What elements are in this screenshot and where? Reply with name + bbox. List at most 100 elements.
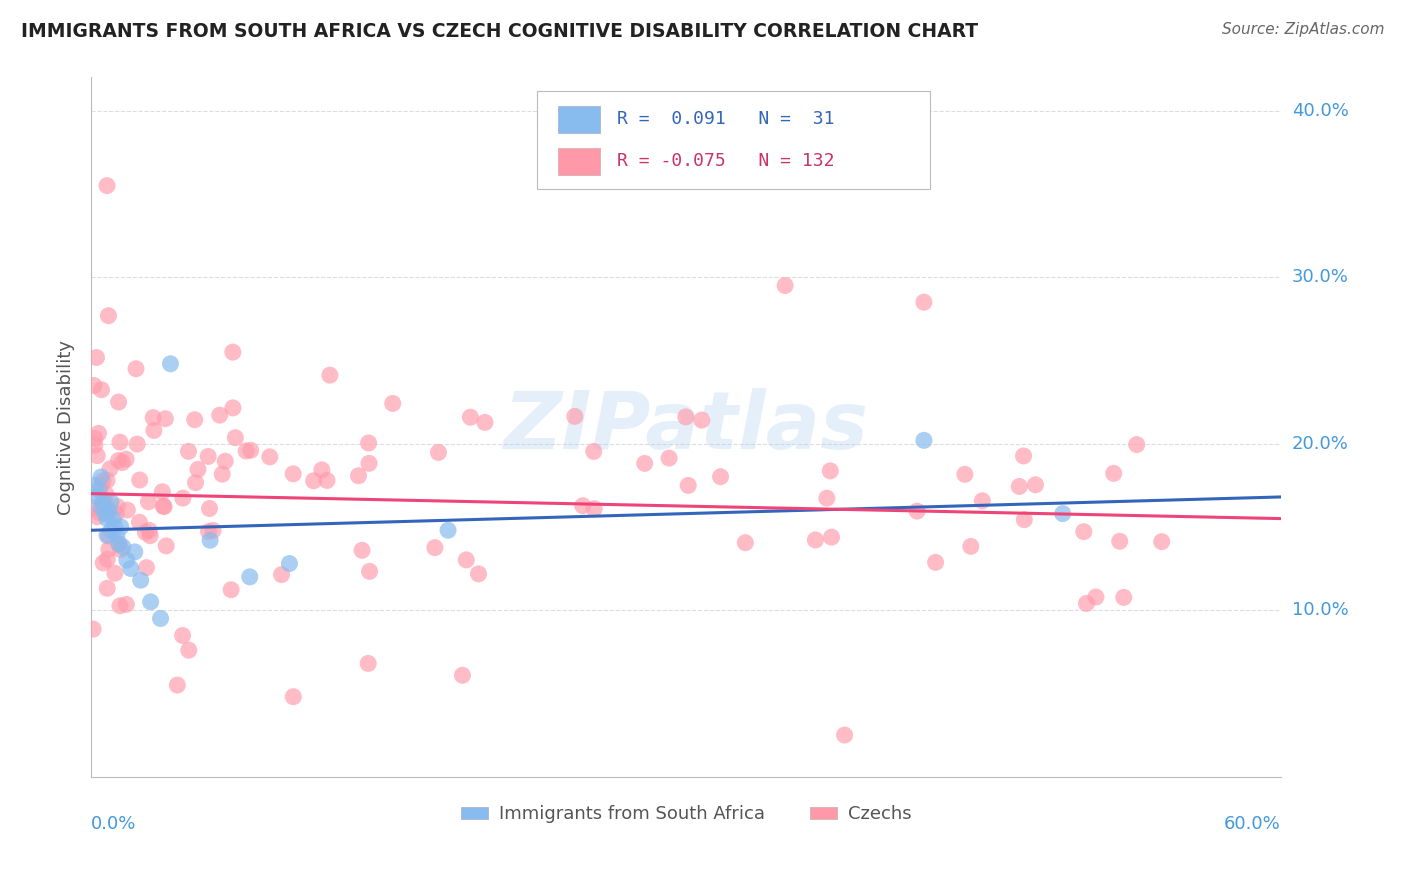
Point — [311, 463, 333, 477]
Point — [96, 582, 118, 596]
Point — [108, 599, 131, 613]
Point — [460, 410, 482, 425]
Point — [149, 611, 172, 625]
Point — [177, 643, 200, 657]
Point — [124, 545, 146, 559]
Point — [108, 536, 131, 550]
Point — [128, 473, 150, 487]
Point — [94, 487, 117, 501]
Point — [359, 565, 381, 579]
Text: IMMIGRANTS FROM SOUTH AFRICA VS CZECH COGNITIVE DISABILITY CORRELATION CHART: IMMIGRANTS FROM SOUTH AFRICA VS CZECH CO… — [21, 22, 979, 41]
Point — [1052, 507, 1074, 521]
Point — [84, 478, 107, 492]
Point — [198, 501, 221, 516]
Point — [150, 484, 173, 499]
Point — [804, 533, 827, 547]
Point — [1112, 591, 1135, 605]
Point — [187, 462, 209, 476]
Point — [905, 504, 928, 518]
Point — [319, 368, 342, 383]
Text: 40.0%: 40.0% — [1292, 102, 1348, 120]
Point — [98, 462, 121, 476]
Point — [82, 500, 104, 515]
Point — [183, 413, 205, 427]
Point — [222, 345, 245, 359]
Point — [357, 657, 380, 671]
Point — [139, 529, 162, 543]
Point — [675, 409, 697, 424]
Point — [86, 351, 108, 365]
Text: R =  0.091   N =  31: R = 0.091 N = 31 — [617, 111, 835, 128]
Point — [347, 468, 370, 483]
Point — [202, 524, 225, 538]
Point — [97, 542, 120, 557]
Point — [302, 474, 325, 488]
Point — [972, 493, 994, 508]
Point — [357, 456, 380, 470]
Point — [283, 690, 305, 704]
Point — [222, 401, 245, 415]
Point — [1073, 524, 1095, 539]
Point — [1102, 467, 1125, 481]
Point — [107, 395, 129, 409]
Point — [456, 553, 478, 567]
Point — [197, 524, 219, 539]
Point — [87, 426, 110, 441]
Point — [138, 524, 160, 538]
Point — [108, 435, 131, 450]
Point — [86, 449, 108, 463]
Point — [357, 436, 380, 450]
Point — [564, 409, 586, 424]
Point — [198, 533, 221, 548]
Text: R = -0.075   N = 132: R = -0.075 N = 132 — [617, 153, 835, 170]
Point — [96, 474, 118, 488]
Point — [82, 622, 104, 636]
Point — [83, 438, 105, 452]
Point — [108, 537, 131, 551]
Point — [316, 474, 339, 488]
Point — [451, 668, 474, 682]
Point — [259, 450, 281, 464]
Point — [208, 408, 231, 422]
Point — [90, 383, 112, 397]
Point — [820, 530, 842, 544]
Point — [135, 560, 157, 574]
Point — [214, 454, 236, 468]
Point — [423, 541, 446, 555]
Point — [97, 309, 120, 323]
Y-axis label: Cognitive Disability: Cognitive Disability — [58, 340, 75, 515]
Point — [98, 503, 121, 517]
Point — [138, 495, 160, 509]
Point — [690, 413, 713, 427]
Point — [97, 529, 120, 543]
Point — [155, 539, 177, 553]
Point — [1012, 449, 1035, 463]
Point — [184, 475, 207, 490]
Point — [709, 469, 731, 483]
Point — [152, 499, 174, 513]
Point — [1076, 597, 1098, 611]
Text: Source: ZipAtlas.com: Source: ZipAtlas.com — [1222, 22, 1385, 37]
Point — [115, 598, 138, 612]
Point — [91, 556, 114, 570]
Point — [155, 411, 177, 425]
Point — [1024, 477, 1046, 491]
Point — [115, 553, 138, 567]
Point — [381, 396, 404, 410]
Point — [91, 495, 114, 509]
Point — [96, 178, 118, 193]
Point — [110, 520, 132, 534]
Point — [467, 566, 489, 581]
Point — [634, 456, 657, 470]
Point — [94, 507, 117, 521]
Text: ZIPatlas: ZIPatlas — [503, 388, 869, 466]
Point — [224, 431, 246, 445]
Point — [93, 495, 115, 509]
Point — [96, 528, 118, 542]
Point — [128, 516, 150, 530]
Point — [172, 491, 194, 505]
Point — [1108, 534, 1130, 549]
Point — [239, 443, 262, 458]
Point — [734, 535, 756, 549]
Point — [111, 540, 134, 554]
